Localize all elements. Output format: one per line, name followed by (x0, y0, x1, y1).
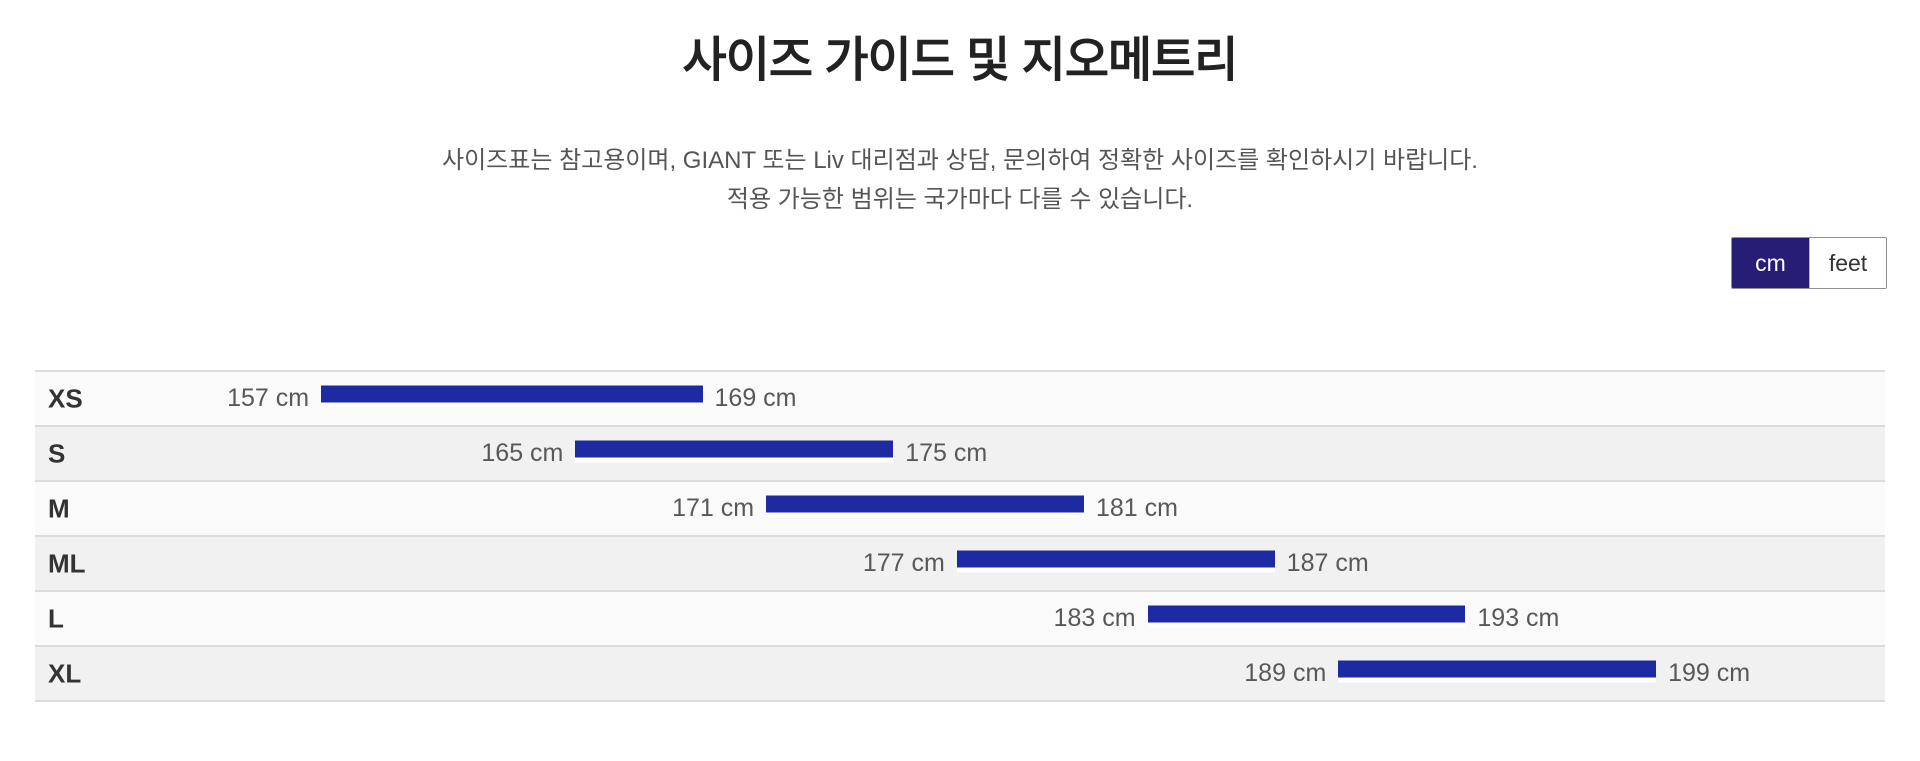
height-range: 183 cm 193 cm (1054, 604, 1560, 632)
unit-toggle-feet-button[interactable]: feet (1809, 238, 1886, 288)
size-guide-note-line2: 적용 가능한 범위는 국가마다 다를 수 있습니다. (726, 186, 1194, 213)
size-label: XL (48, 658, 82, 688)
height-range: 177 cm 187 cm (863, 549, 1369, 577)
range-max-label: 175 cm (905, 439, 988, 467)
range-bar (321, 385, 703, 407)
range-min-label: 157 cm (227, 384, 310, 412)
range-max-label: 181 cm (1095, 494, 1178, 522)
range-bar (956, 550, 1275, 572)
range-min-label: 177 cm (862, 549, 945, 577)
range-max-label: 199 cm (1668, 659, 1751, 687)
height-range: 165 cm 175 cm (481, 439, 987, 467)
range-bar (1147, 605, 1466, 627)
size-range-chart: XS 157 cm 169 cm S 165 cm 175 cm M 171 cm 181 cm… (35, 370, 1885, 702)
range-bar (766, 495, 1084, 517)
range-min-label: 171 cm (672, 494, 755, 522)
size-row-xs: XS 157 cm 169 cm (35, 372, 1885, 427)
unit-toggle-cm-button[interactable]: cm (1732, 238, 1809, 288)
height-range: 171 cm 181 cm (672, 494, 1178, 522)
size-row-m: M 171 cm 181 cm (35, 482, 1885, 537)
size-guide-note-line1: 사이즈표는 참고용이며, GIANT 또는 Liv 대리점과 상담, 문의하여 … (442, 147, 1478, 174)
size-row-s: S 165 cm 175 cm (35, 427, 1885, 482)
unit-toggle: cm feet (1731, 237, 1887, 289)
range-bar (1338, 660, 1657, 682)
size-label: M (48, 493, 70, 523)
range-min-label: 189 cm (1244, 659, 1327, 687)
range-max-label: 187 cm (1286, 549, 1369, 577)
size-row-ml: ML 177 cm 187 cm (35, 537, 1885, 592)
range-min-label: 165 cm (481, 439, 564, 467)
size-label: L (48, 603, 64, 633)
size-label: XS (48, 383, 83, 413)
size-row-xl: XL 189 cm 199 cm (35, 647, 1885, 702)
height-range: 157 cm 169 cm (227, 384, 796, 412)
range-min-label: 183 cm (1053, 604, 1136, 632)
height-range: 189 cm 199 cm (1244, 659, 1750, 687)
page-title: 사이즈 가이드 및 지오메트리 (682, 34, 1239, 87)
range-max-label: 193 cm (1477, 604, 1560, 632)
size-label: ML (48, 548, 86, 578)
size-label: S (48, 438, 66, 468)
size-row-l: L 183 cm 193 cm (35, 592, 1885, 647)
range-bar (575, 440, 894, 462)
range-max-label: 169 cm (714, 384, 797, 412)
